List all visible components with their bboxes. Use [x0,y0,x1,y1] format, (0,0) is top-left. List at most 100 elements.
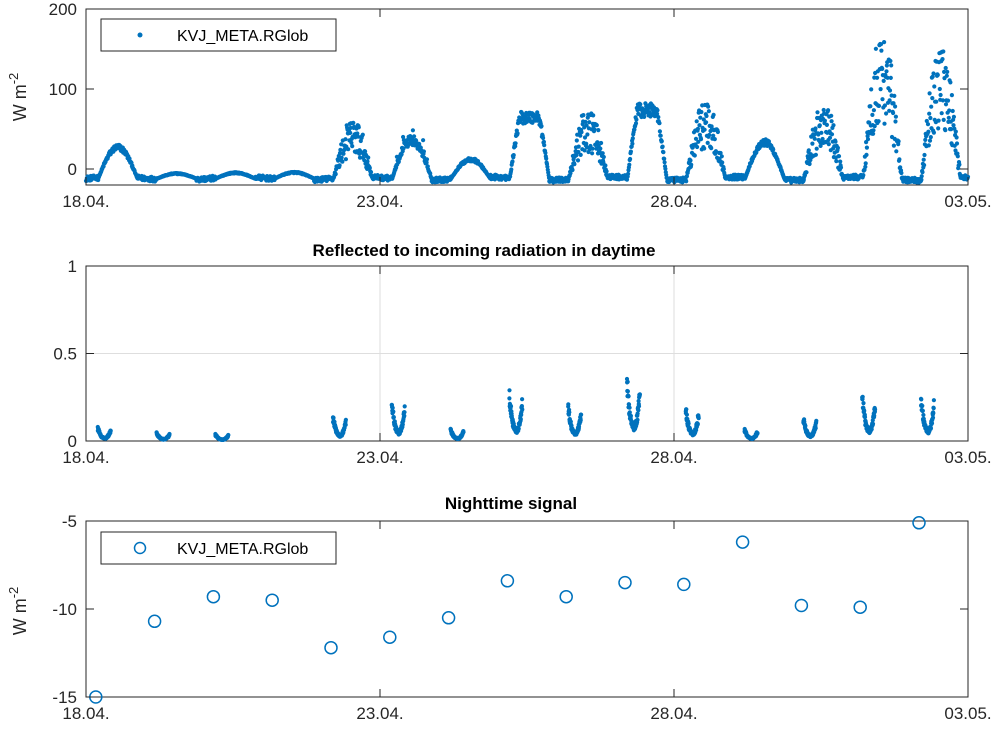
data-point [876,103,882,108]
data-point [424,160,429,165]
data-point [922,152,927,158]
data-point [927,111,932,116]
data-point [520,397,525,402]
data-point [949,93,955,98]
data-point [694,119,699,124]
x-tick-label: 03.05. [944,704,991,723]
data-point [461,430,466,435]
data-point [519,404,525,409]
data-point [367,165,372,171]
data-point [930,74,935,79]
data-point [860,394,865,399]
data-point [574,138,579,143]
data-point [865,134,870,139]
data-point [634,117,639,122]
x-tick-label: 18.04. [62,448,109,467]
data-point [337,151,343,156]
data-point [421,149,426,154]
x-tick-label: 18.04. [62,192,109,211]
data-point [865,137,871,142]
data-point [950,108,955,114]
data-point [559,589,573,604]
data-point [935,72,940,78]
data-point [697,123,702,128]
data-point [568,171,573,176]
data-point [684,179,689,184]
data-point [626,171,631,176]
data-point [957,162,962,167]
data-point [820,136,825,142]
data-point [591,113,596,118]
data-point [692,153,697,158]
data-point [919,174,924,179]
data-point [401,146,406,151]
data-point [596,128,601,133]
data-point [715,129,721,135]
data-point [818,143,823,148]
data-point [595,140,600,145]
data-point [599,140,604,146]
data-point [871,131,876,136]
data-point [814,418,819,423]
data-point [516,426,521,431]
data-point [887,98,892,103]
data-point [870,112,875,117]
data-point [343,417,348,422]
data-point [513,141,518,146]
data-point [872,413,877,418]
data-point [871,128,876,133]
data-point [931,406,936,411]
data-point [391,415,396,420]
data-point [578,152,583,157]
data-point [888,75,893,80]
data-point [647,110,652,115]
data-point [699,109,704,115]
data-point [939,111,944,116]
data-point [965,174,971,179]
data-point [771,147,776,152]
data-point [368,170,374,175]
data-point [601,154,606,160]
data-point [929,104,934,109]
data-point [365,159,370,164]
data-point [656,115,661,120]
data-point [923,137,928,142]
data-point [940,98,946,103]
x-tick-label: 03.05. [944,192,991,211]
data-point [924,118,929,124]
data-point [346,147,351,152]
data-point [628,156,633,162]
data-point [931,411,936,416]
data-point [921,412,926,418]
data-point [707,132,712,138]
data-point [861,401,866,406]
data-point [625,389,631,394]
data-point [951,123,956,128]
data-point [920,408,925,413]
series-marks [83,40,971,185]
data-point [824,122,830,127]
series-marks [95,376,937,442]
data-point [946,115,951,120]
data-point [893,119,898,124]
data-point [421,138,426,143]
data-point [627,405,632,410]
data-point [891,110,896,116]
data-point [928,426,934,431]
data-point [705,140,710,145]
data-point [655,108,660,113]
data-point [829,119,834,124]
data-point [689,162,694,167]
data-point [579,130,584,135]
data-point [265,593,279,607]
data-point [876,119,881,124]
data-point [813,426,818,431]
data-point [402,404,407,409]
data-point [808,157,813,163]
data-point [600,151,605,156]
data-point [829,132,835,137]
data-point [899,170,904,176]
data-point [872,124,877,129]
data-point [892,93,897,98]
data-point [684,412,690,417]
